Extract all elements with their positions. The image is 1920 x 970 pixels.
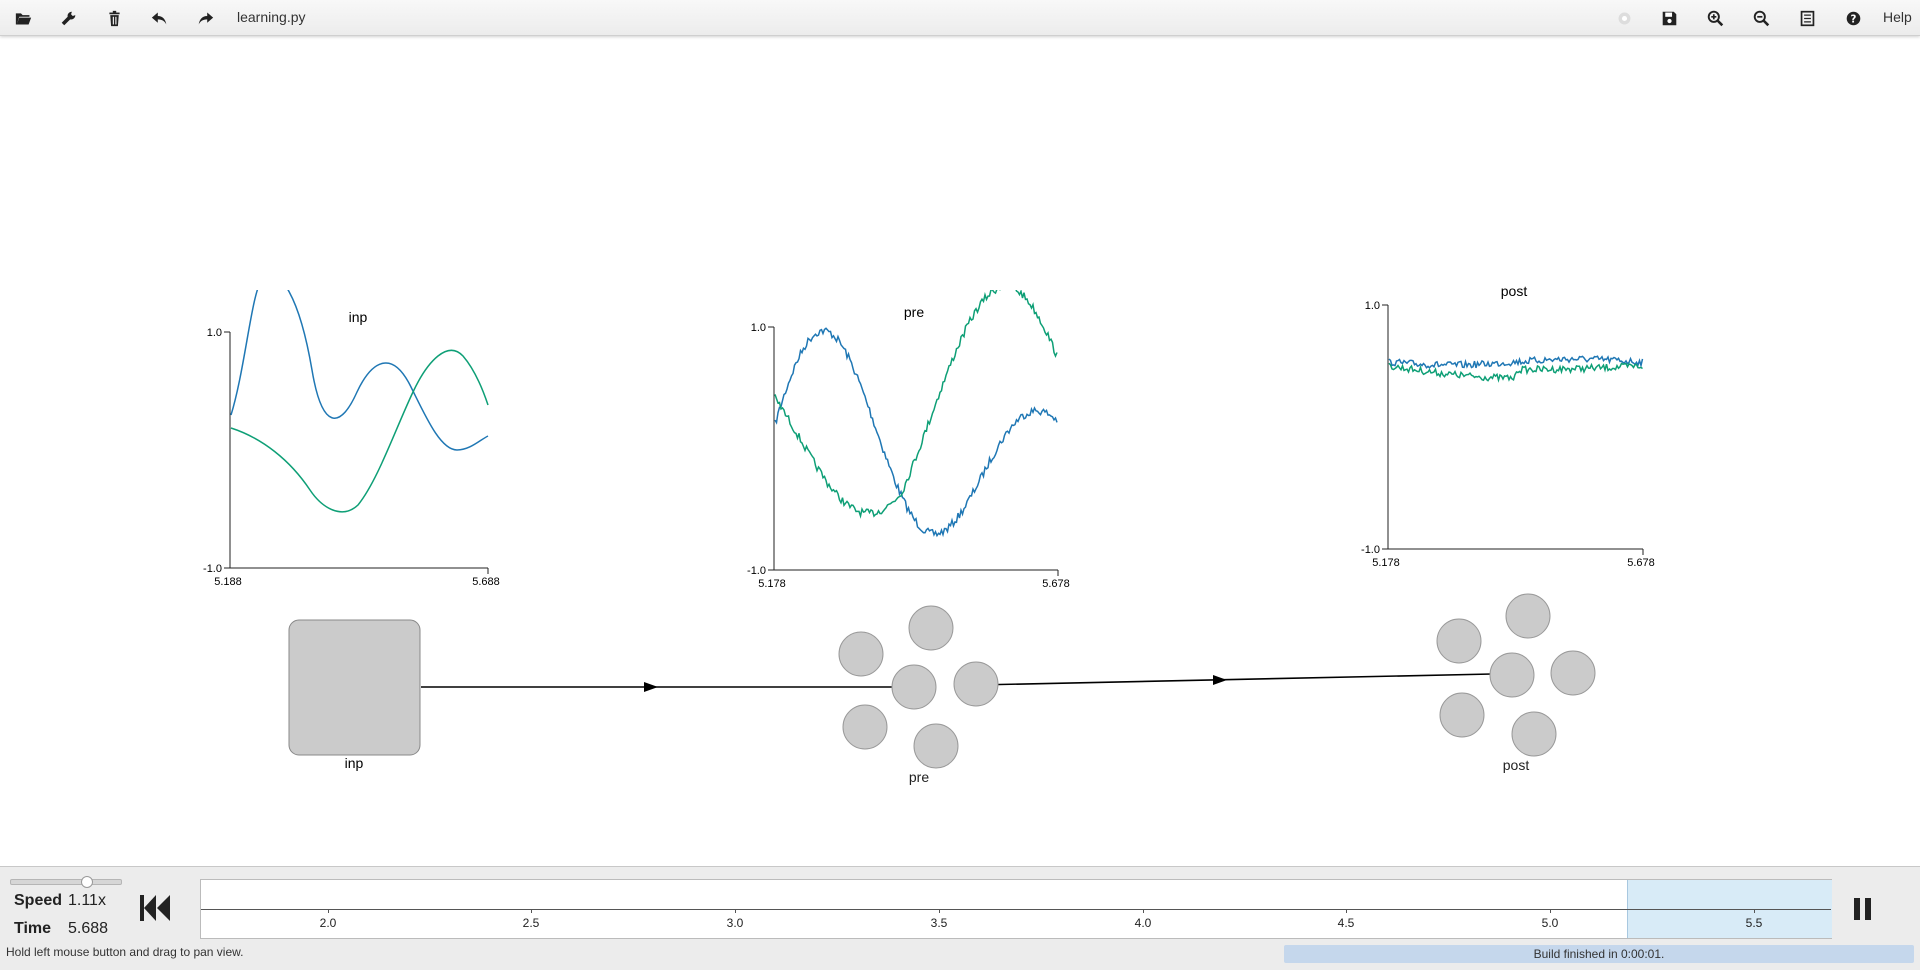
rewind-button[interactable] [138, 893, 172, 923]
series-line-1 [774, 327, 1058, 538]
x-max-label: 5.678 [1042, 578, 1070, 590]
help-icon[interactable]: ? [1836, 5, 1870, 31]
connection-pre-post[interactable] [975, 673, 1493, 686]
neuron-circle [842, 704, 888, 750]
y-max-label: 1.0 [207, 327, 222, 339]
sim-control-bar: Speed 1.11x Time 5.688 2.0 2.5 3.0 3.5 4… [0, 866, 1920, 970]
x-min-label: 5.178 [1372, 557, 1400, 569]
plot-pre[interactable]: pre 1.0 -1.0 5.178 5.678 [747, 283, 1070, 590]
arrow-icon [644, 682, 658, 692]
node-inp[interactable]: inp [288, 619, 421, 771]
plot-title: post [1501, 283, 1528, 299]
pause-button[interactable] [1852, 897, 1874, 921]
timeline-tick: 3.0 [726, 916, 744, 930]
timeline-tick: 4.0 [1134, 916, 1152, 930]
timeline-tick: 5.5 [1745, 916, 1763, 930]
speed-slider[interactable] [10, 879, 122, 885]
time-value: 5.688 [68, 920, 109, 937]
neuron-circle [953, 661, 999, 707]
network-canvas[interactable]: inp 1.0 -1.0 5.188 5.688 pre 1.0 -1.0 5.… [0, 36, 1920, 866]
plot-post[interactable]: post 1.0 -1.0 5.178 5.678 [1361, 283, 1655, 569]
zoom-out-icon[interactable] [1744, 5, 1778, 31]
connection-inp-pre[interactable] [421, 682, 914, 692]
plot-inp[interactable]: inp 1.0 -1.0 5.188 5.688 [203, 276, 500, 588]
filename[interactable]: learning.py [237, 9, 306, 25]
y-max-label: 1.0 [751, 322, 766, 334]
neuron-circle [1489, 652, 1535, 698]
timeline-tick: 4.5 [1337, 916, 1355, 930]
timeline-tick: 2.0 [319, 916, 337, 930]
neuron-circle [1436, 618, 1482, 664]
neuron-circle [908, 605, 954, 651]
redo-icon[interactable] [188, 5, 222, 31]
plot-title: inp [349, 309, 368, 325]
ensemble-pre[interactable]: pre [838, 605, 999, 785]
neuron-circle [1511, 711, 1557, 757]
speed-slider-handle[interactable] [81, 876, 93, 888]
time-label: Time [14, 920, 52, 937]
toolbar: learning.py ? Help [0, 0, 1920, 36]
neuron-circle [1505, 593, 1551, 639]
neuron-circle [913, 723, 959, 769]
neuron-circle [1550, 650, 1596, 696]
speed-value: 1.11x [68, 892, 106, 909]
neuron-circle [1439, 692, 1485, 738]
neuron-circle [838, 631, 884, 677]
wrench-icon[interactable] [51, 5, 85, 31]
x-max-label: 5.678 [1627, 557, 1655, 569]
series-line-1 [1388, 355, 1644, 369]
trash-icon[interactable] [97, 5, 131, 31]
build-status-bar: Build finished in 0:00:01. [1284, 945, 1914, 963]
x-min-label: 5.178 [758, 578, 786, 590]
pause-icon [1854, 898, 1871, 920]
y-min-label: -1.0 [747, 565, 766, 577]
rewind-icon [140, 895, 170, 921]
timeline-tick: 5.0 [1541, 916, 1559, 930]
disabled-circle-icon [1607, 5, 1641, 31]
help-menu[interactable]: Help [1883, 9, 1912, 25]
series-line-2 [230, 349, 489, 513]
timeline-tick: 3.5 [930, 916, 948, 930]
series-line-1 [230, 290, 489, 451]
timeline-axis [201, 909, 1831, 910]
x-min-label: 5.188 [214, 576, 242, 588]
ensemble-label: post [1503, 757, 1530, 773]
x-max-label: 5.688 [472, 576, 500, 588]
series-line-2 [774, 290, 1058, 519]
series-line-2 [1388, 362, 1643, 383]
node-label: inp [345, 755, 364, 771]
speed-label: Speed [14, 892, 63, 909]
neuron-circle [891, 664, 937, 710]
status-hint: Hold left mouse button and drag to pan v… [6, 945, 244, 959]
ensemble-post[interactable]: post [1436, 593, 1596, 773]
y-max-label: 1.0 [1365, 300, 1380, 312]
timeline-tick: 2.5 [522, 916, 540, 930]
y-min-label: -1.0 [1361, 544, 1380, 556]
undo-icon[interactable] [142, 5, 176, 31]
arrow-icon [1213, 675, 1227, 685]
open-folder-icon[interactable] [6, 5, 40, 31]
ensemble-label: pre [909, 769, 929, 785]
y-min-label: -1.0 [203, 563, 222, 575]
zoom-in-icon[interactable] [1698, 5, 1732, 31]
timeline[interactable]: 2.0 2.5 3.0 3.5 4.0 4.5 5.0 5.5 [200, 879, 1832, 939]
plot-title: pre [904, 304, 924, 320]
svg-text:?: ? [1850, 14, 1856, 25]
save-icon[interactable] [1652, 5, 1686, 31]
minimap-icon[interactable] [1790, 5, 1824, 31]
